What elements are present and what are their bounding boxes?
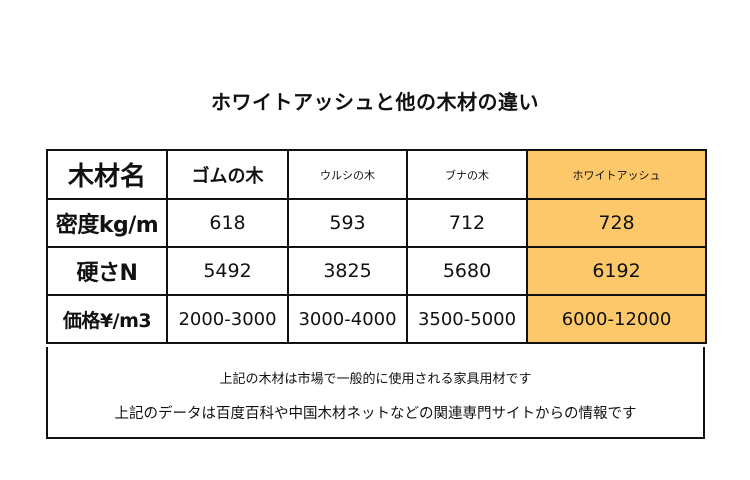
table-row-density: 密度kg/m 618 593 712 728 [46, 198, 707, 248]
cell-value: 593 [287, 198, 408, 248]
table-row-hardness: 硬さN 5492 3825 5680 6192 [46, 246, 707, 296]
note-source: 上記のデータは百度百科や中国木材ネットなどの関連専門サイトからの情報です [114, 406, 637, 422]
header-rubberwood: ゴムの木 [166, 149, 289, 200]
row-label-density: 密度kg/m [46, 198, 168, 248]
header-wood-name: 木材名 [46, 149, 168, 200]
page-title: ホワイトアッシュと他の木材の違い [211, 90, 539, 114]
table-row-price: 価格¥/m3 2000-3000 3000-4000 3500-5000 600… [46, 294, 707, 344]
cell-value: 5492 [166, 246, 289, 296]
cell-value: 5680 [406, 246, 528, 296]
table-header-row: 木材名 ゴムの木 ウルシの木 ブナの木 ホワイトアッシュ [46, 149, 707, 200]
cell-value: 3000-4000 [287, 294, 408, 344]
header-beech: ブナの木 [406, 149, 528, 200]
header-white-ash: ホワイトアッシュ [526, 149, 707, 200]
wood-comparison-table: 木材名 ゴムの木 ウルシの木 ブナの木 ホワイトアッシュ 密度kg/m 618 … [46, 149, 707, 344]
row-label-price: 価格¥/m3 [46, 294, 168, 344]
cell-value: 3500-5000 [406, 294, 528, 344]
row-label-hardness: 硬さN [46, 246, 168, 296]
cell-value: 712 [406, 198, 528, 248]
cell-value-highlight: 6000-12000 [526, 294, 707, 344]
cell-value-highlight: 728 [526, 198, 707, 248]
note-usage: 上記の木材は市場で一般的に使用される家具用材です [219, 372, 532, 387]
header-lacquer-wood: ウルシの木 [287, 149, 408, 200]
cell-value-highlight: 6192 [526, 246, 707, 296]
cell-value: 3825 [287, 246, 408, 296]
cell-value: 618 [166, 198, 289, 248]
cell-value: 2000-3000 [166, 294, 289, 344]
notes-box: 上記の木材は市場で一般的に使用される家具用材です 上記のデータは百度百科や中国木… [46, 347, 705, 439]
